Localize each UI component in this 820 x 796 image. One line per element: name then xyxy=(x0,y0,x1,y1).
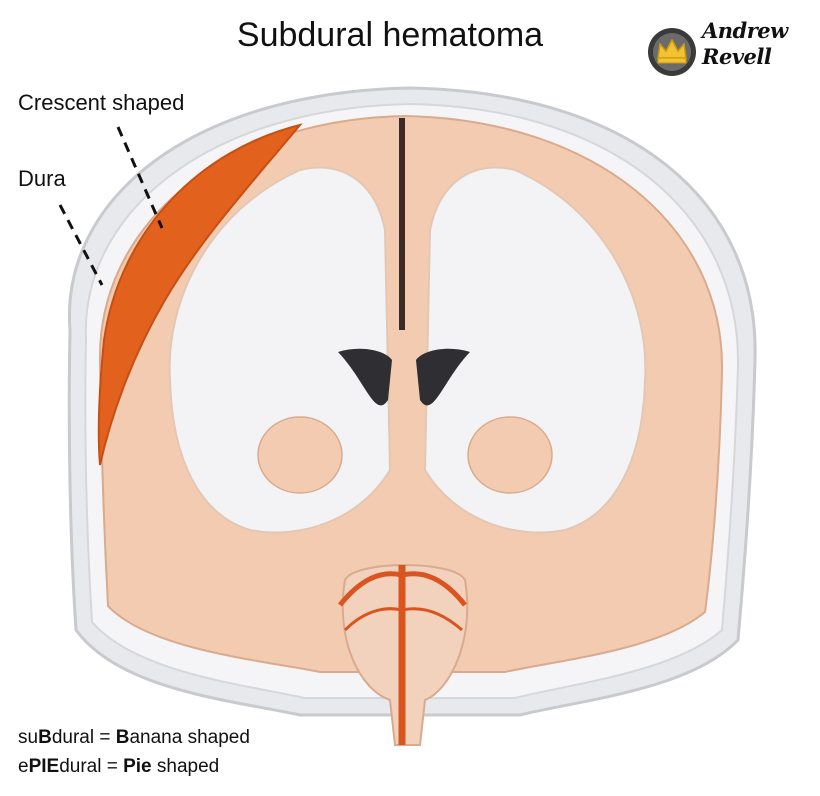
mnemonic-subdural-part: anana shaped xyxy=(129,727,250,748)
mnemonic-epidural-part: shaped xyxy=(151,756,220,777)
mnemonic-subdural-part: dural = xyxy=(51,727,116,748)
crescent-shaped-label: Crescent shaped xyxy=(18,90,185,115)
vessel-branch-right xyxy=(401,571,467,607)
dura-label: Dura xyxy=(18,166,66,191)
left-lateral-ventricle xyxy=(338,348,392,406)
subdural-hematoma xyxy=(97,123,303,466)
mnemonic-subdural-part: B xyxy=(38,727,52,748)
author-logo: Andrew Revell xyxy=(646,16,796,86)
mnemonic-epidural-part: PIE xyxy=(28,756,60,777)
mnemonic-epidural-part: Pie xyxy=(123,756,152,777)
diagram-title: Subdural hematoma xyxy=(236,16,544,54)
logo-name-first: Andrew xyxy=(702,18,788,43)
mnemonic-subdural-part: B xyxy=(115,727,130,748)
crown-badge-icon xyxy=(648,28,696,76)
vessel-branch-right-2 xyxy=(401,607,463,632)
left-basal-ganglia xyxy=(257,416,343,494)
dura-pointer-line xyxy=(58,204,104,286)
mnemonic-epidural: ePIEdural = Pie shaped xyxy=(18,756,219,778)
mnemonic-subdural: suBdural = Banana shaped xyxy=(18,727,250,749)
right-lateral-ventricle xyxy=(416,348,470,406)
logo-name-last: Revell xyxy=(702,44,772,69)
mnemonic-epidural-part: dural = xyxy=(59,756,124,777)
vessel-branch-left-2 xyxy=(343,607,403,632)
mnemonic-epidural-part: e xyxy=(18,756,29,777)
vessel-branch-left xyxy=(338,571,403,607)
crescent-pointer-line xyxy=(116,126,164,229)
mnemonic-subdural-part: su xyxy=(18,727,39,748)
right-basal-ganglia xyxy=(467,416,553,494)
